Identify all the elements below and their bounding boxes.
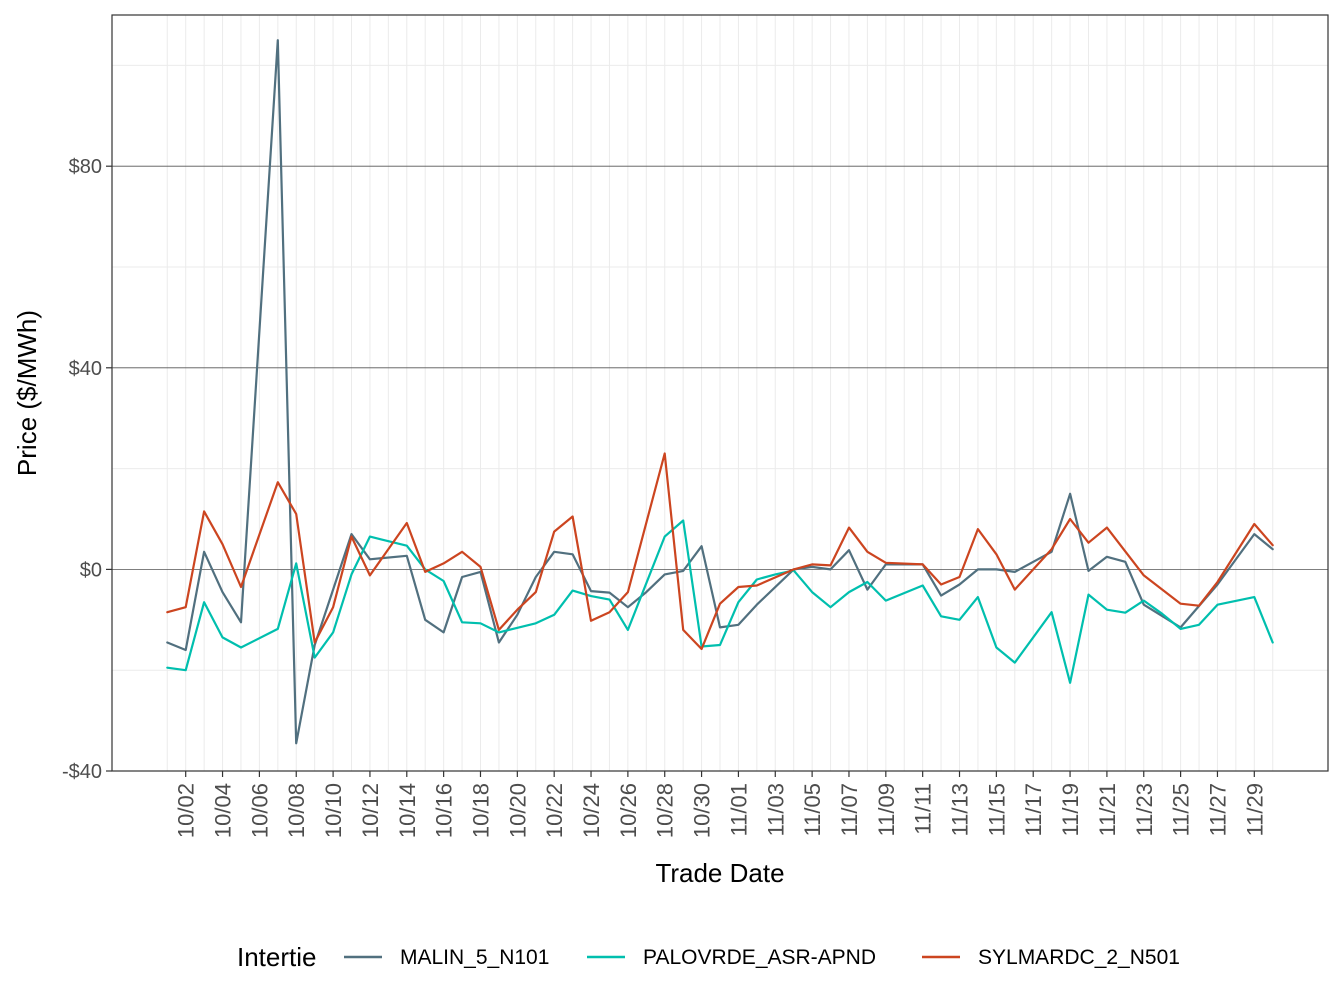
x-tick-label: 11/15 xyxy=(984,783,1009,836)
x-tick-label: 10/12 xyxy=(358,783,383,838)
y-axis-title: Price ($/MWh) xyxy=(12,310,42,476)
legend-title: Intertie xyxy=(237,942,317,972)
legend-items: MALIN_5_N101 PALOVRDE_ASR-APND SYLMARDC_2_… xyxy=(344,946,1180,969)
legend: Intertie MALIN_5_N101 PALOVRDE_ASR-APND SY… xyxy=(237,942,1180,972)
x-tick-label: 11/07 xyxy=(837,783,862,836)
legend-item: MALIN_5_N101 xyxy=(344,946,549,969)
legend-label: PALOVRDE_ASR-APND xyxy=(643,946,876,969)
x-tick-label: 11/03 xyxy=(763,783,788,836)
x-tick-label: 10/10 xyxy=(321,783,346,838)
series-line-sylmardc_2_n501 xyxy=(166,452,1274,651)
x-tick-label: 11/19 xyxy=(1058,783,1083,836)
x-tick-label: 10/08 xyxy=(284,783,309,838)
x-tick-label: 10/02 xyxy=(174,783,199,838)
panel-border xyxy=(111,14,1329,772)
x-tick-label: 10/26 xyxy=(616,783,641,838)
x-tick-label: 10/18 xyxy=(468,783,493,838)
y-tick-label: -$40 xyxy=(62,761,102,783)
x-tick-label: 10/14 xyxy=(395,783,420,838)
x-tick-label: 11/27 xyxy=(1205,783,1230,836)
legend-label: SYLMARDC_2_N501 xyxy=(978,946,1180,969)
x-tick-label: 10/16 xyxy=(432,783,457,838)
legend-item: PALOVRDE_ASR-APND xyxy=(587,946,876,969)
x-tick-label: 10/04 xyxy=(211,783,236,838)
x-tick-label: 11/01 xyxy=(726,783,751,836)
x-tick-label: 11/11 xyxy=(911,783,936,835)
series-line-malin_5_n101 xyxy=(166,39,1274,745)
x-tick-label: 10/22 xyxy=(542,783,567,838)
y-tick-label: $40 xyxy=(69,358,102,380)
y-tick-label: $0 xyxy=(80,559,102,581)
x-tick-label: 11/13 xyxy=(948,783,973,836)
x-tick-label: 10/06 xyxy=(247,783,272,838)
x-tick-label: 11/05 xyxy=(800,783,825,836)
x-tick-label: 11/25 xyxy=(1169,783,1194,836)
x-tick-label: 11/29 xyxy=(1242,783,1267,836)
x-axis: 10/02 10/04 10/06 10/08 10/10 10/12 10/14 10/16… xyxy=(174,771,1267,838)
y-tick-label: $80 xyxy=(69,156,102,178)
x-tick-label: 10/20 xyxy=(505,783,530,838)
legend-item: SYLMARDC_2_N501 xyxy=(922,946,1180,969)
x-tick-label: 11/09 xyxy=(874,783,899,836)
legend-label: MALIN_5_N101 xyxy=(400,946,549,969)
x-tick-label: 10/30 xyxy=(690,783,715,838)
x-tick-label: 11/21 xyxy=(1095,783,1120,836)
x-tick-label: 11/23 xyxy=(1132,783,1157,836)
x-axis-title: Trade Date xyxy=(655,858,784,888)
series-layer xyxy=(166,39,1274,745)
grid-minor xyxy=(112,15,1328,771)
x-tick-label: 11/17 xyxy=(1021,783,1046,836)
x-tick-label: 10/28 xyxy=(653,783,678,838)
y-axis: -$40 $0 $40 $80 xyxy=(62,156,112,783)
series-line-palovrde_asr-apnd xyxy=(166,519,1274,684)
x-tick-label: 10/24 xyxy=(579,783,604,838)
